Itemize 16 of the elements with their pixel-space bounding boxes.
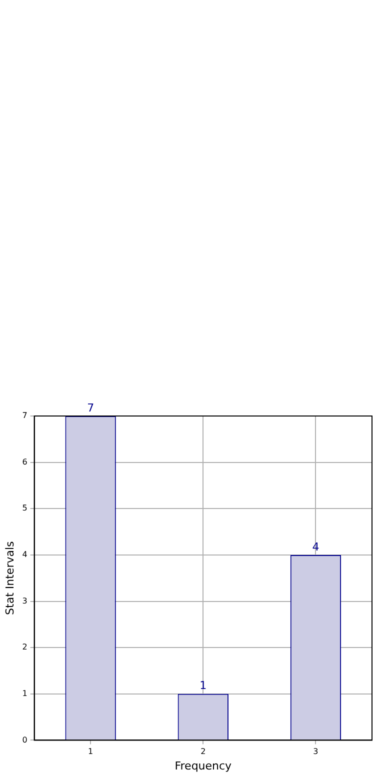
- y-tick-label: 5: [22, 504, 28, 513]
- data-label: 1: [200, 679, 207, 692]
- data-label: 7: [87, 401, 94, 414]
- x-tick-label: 1: [88, 747, 94, 756]
- y-tick-label: 4: [22, 550, 28, 560]
- x-tick-label: 2: [200, 747, 206, 756]
- y-tick-label: 2: [22, 642, 28, 652]
- y-tick-label: 1: [22, 688, 28, 698]
- x-axis-title: Frequency: [174, 759, 232, 772]
- y-tick-label: 6: [22, 457, 28, 466]
- y-tick-label: 3: [22, 596, 28, 606]
- y-tick-label: 0: [22, 735, 28, 744]
- y-tick-label: 7: [22, 411, 28, 420]
- data-label: 4: [312, 540, 320, 554]
- y-axis-title: Stat Intervals: [3, 540, 16, 615]
- x-tick-label: 3: [313, 747, 318, 756]
